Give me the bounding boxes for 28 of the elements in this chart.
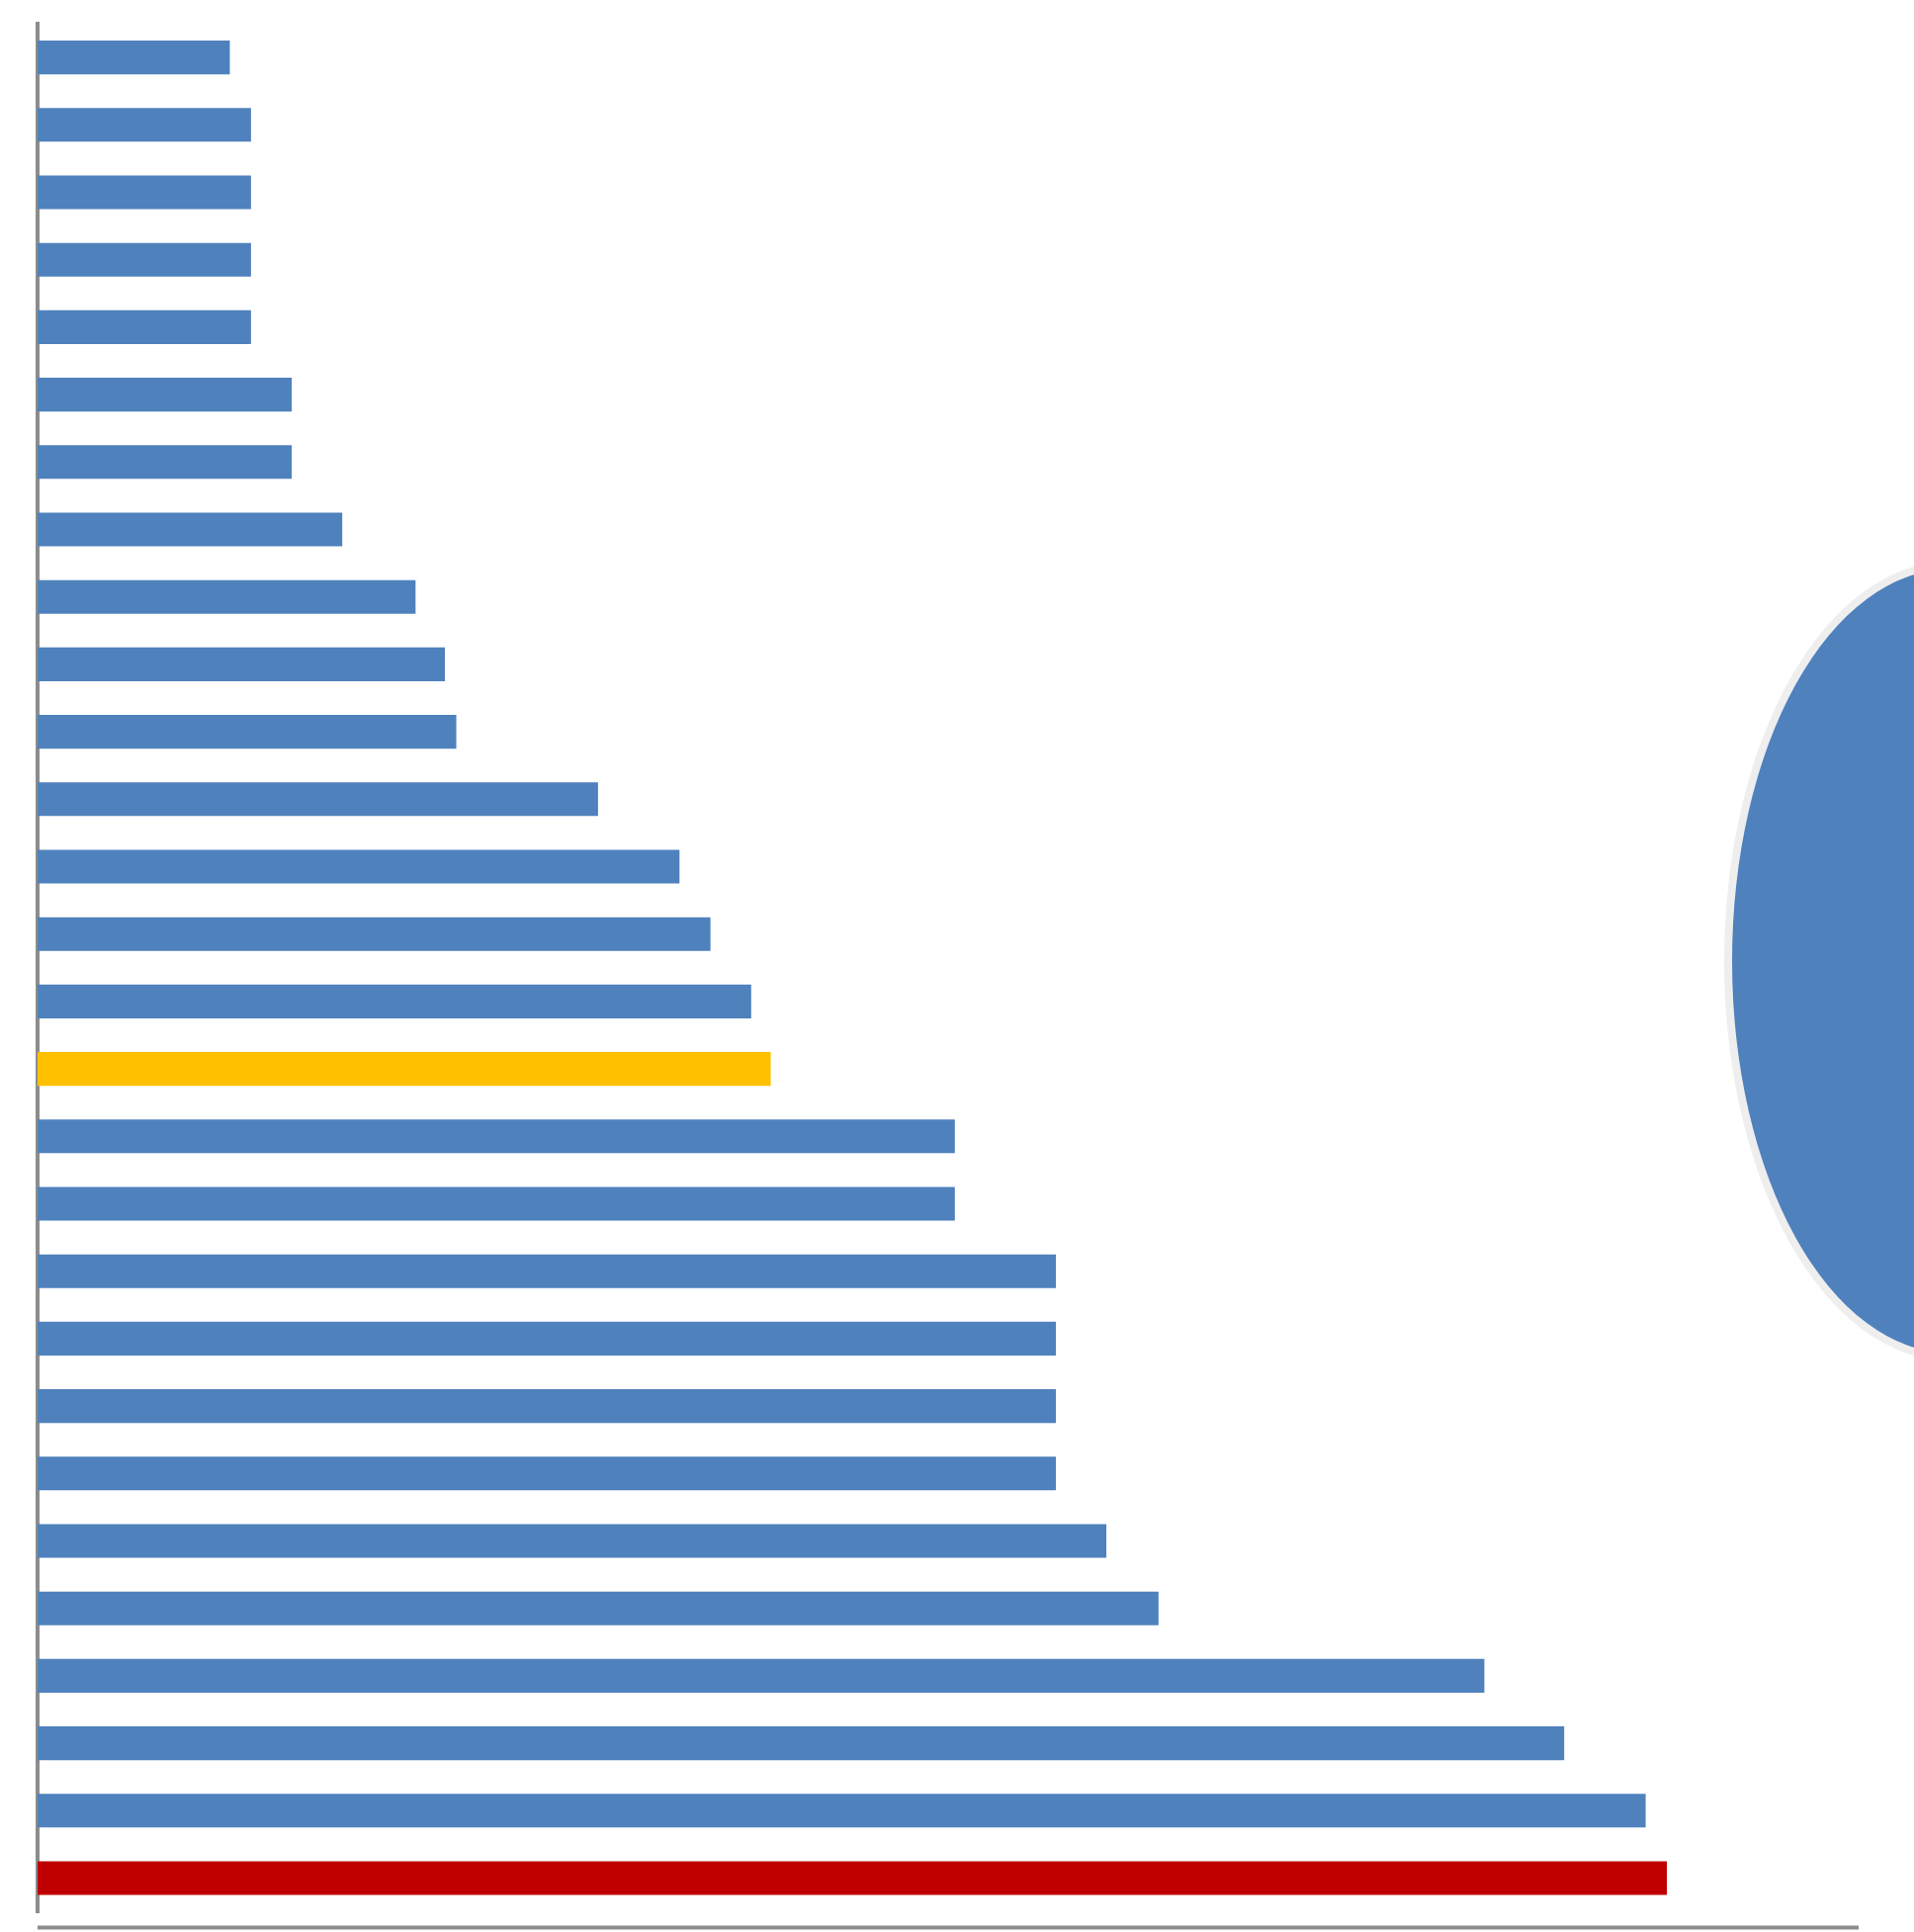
bar [38, 715, 457, 749]
bar [38, 1321, 1056, 1356]
bar [38, 309, 251, 344]
bar [38, 242, 251, 277]
bar [38, 1389, 1056, 1424]
bar [38, 512, 343, 547]
bar [38, 1254, 1056, 1288]
bar [38, 41, 230, 75]
bar [38, 917, 711, 951]
bar [38, 984, 751, 1018]
bar [38, 1591, 1159, 1625]
bar [38, 1052, 771, 1087]
bar [38, 849, 680, 884]
bar [38, 647, 445, 681]
bar [38, 782, 598, 817]
bar [38, 1794, 1646, 1828]
bar [38, 1726, 1565, 1761]
bar [38, 1456, 1056, 1491]
bar [38, 1186, 955, 1221]
bar [38, 445, 293, 480]
bar [38, 108, 251, 142]
bar [38, 1119, 955, 1154]
bar [38, 1861, 1667, 1895]
bar [38, 1658, 1485, 1693]
bar [38, 579, 416, 614]
bar [38, 1524, 1107, 1558]
bar [38, 378, 293, 412]
bar [38, 175, 251, 210]
